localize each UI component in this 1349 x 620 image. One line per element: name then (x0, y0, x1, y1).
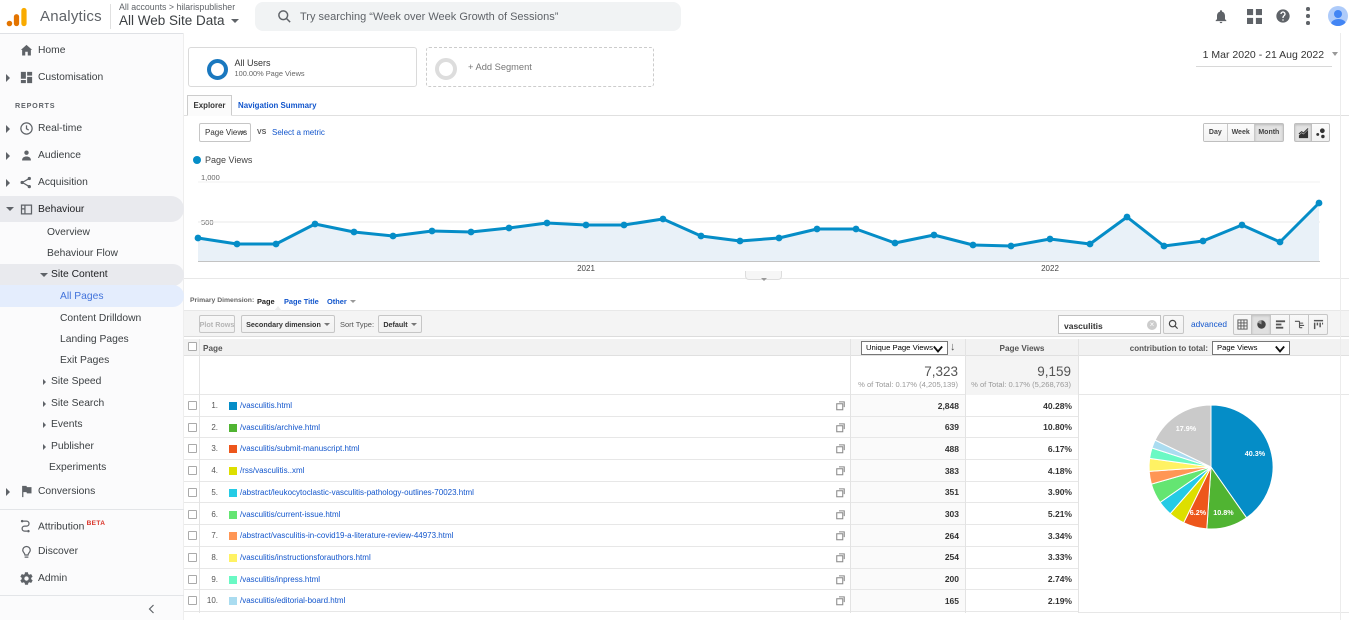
svg-text:17.9%: 17.9% (1176, 424, 1197, 433)
svg-text:40.3%: 40.3% (1245, 449, 1266, 458)
svg-text:2021: 2021 (577, 264, 595, 273)
svg-text:10.8%: 10.8% (1213, 508, 1234, 517)
svg-text:2022: 2022 (1041, 264, 1059, 273)
svg-text:6.2%: 6.2% (1190, 508, 1207, 517)
